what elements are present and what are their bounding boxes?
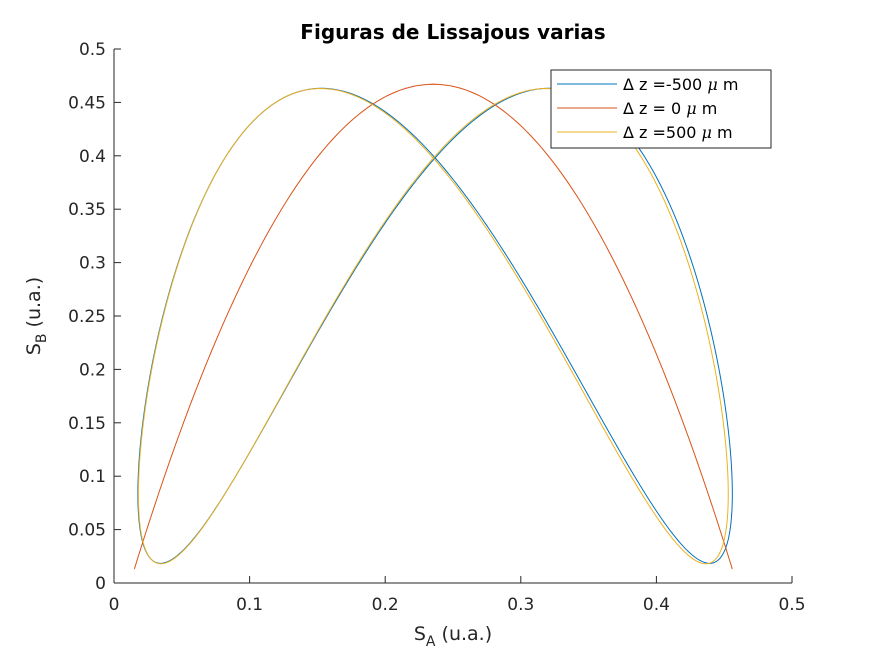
y-tick-label: 0.4	[79, 147, 106, 167]
legend-entry-dz-plus-500: Δ z =500 μ m	[623, 123, 733, 142]
y-tick-label: 0.25	[68, 307, 106, 327]
y-tick-label: 0.35	[68, 200, 106, 220]
axes-layer: 0 0.1 0.2 0.3 0.4 0.5 0 0.05 0.1 0.15 0.2 0.25 0.3 0.…	[68, 40, 805, 615]
legend-entry-dz-minus-500: Δ z =-500 μ m	[623, 75, 738, 94]
x-tick-label: 0.1	[236, 595, 263, 615]
y-tick-label: 0.1	[79, 467, 106, 487]
series-layer	[133, 83, 733, 570]
x-axis-label: SA (u.a.)	[414, 623, 492, 650]
y-axis-label: SB (u.a.)	[23, 277, 50, 355]
y-tick-label: 0.5	[79, 40, 106, 60]
chart-title: Figuras de Lissajous varias	[300, 20, 605, 44]
y-tick-label: 0	[95, 574, 106, 594]
series-line-2	[137, 88, 729, 565]
legend-entry-dz-0: Δ z = 0 μ m	[623, 99, 717, 118]
y-tick-label: 0.05	[68, 521, 106, 541]
x-tick-label: 0.4	[643, 595, 670, 615]
y-tick-label: 0.3	[79, 254, 106, 274]
y-tick-label: 0.2	[79, 360, 106, 380]
y-tick-label: 0.45	[68, 93, 106, 113]
x-tick-label: 0.2	[372, 595, 399, 615]
x-tick-label: 0.5	[778, 595, 805, 615]
legend: Δ z =-500 μ m Δ z = 0 μ m Δ z =500 μ m	[550, 69, 772, 149]
x-tick-label: 0	[109, 595, 120, 615]
series-line-1	[133, 83, 733, 570]
x-tick-label: 0.3	[507, 595, 534, 615]
y-tick-label: 0.15	[68, 414, 106, 434]
legend-box	[550, 69, 772, 149]
